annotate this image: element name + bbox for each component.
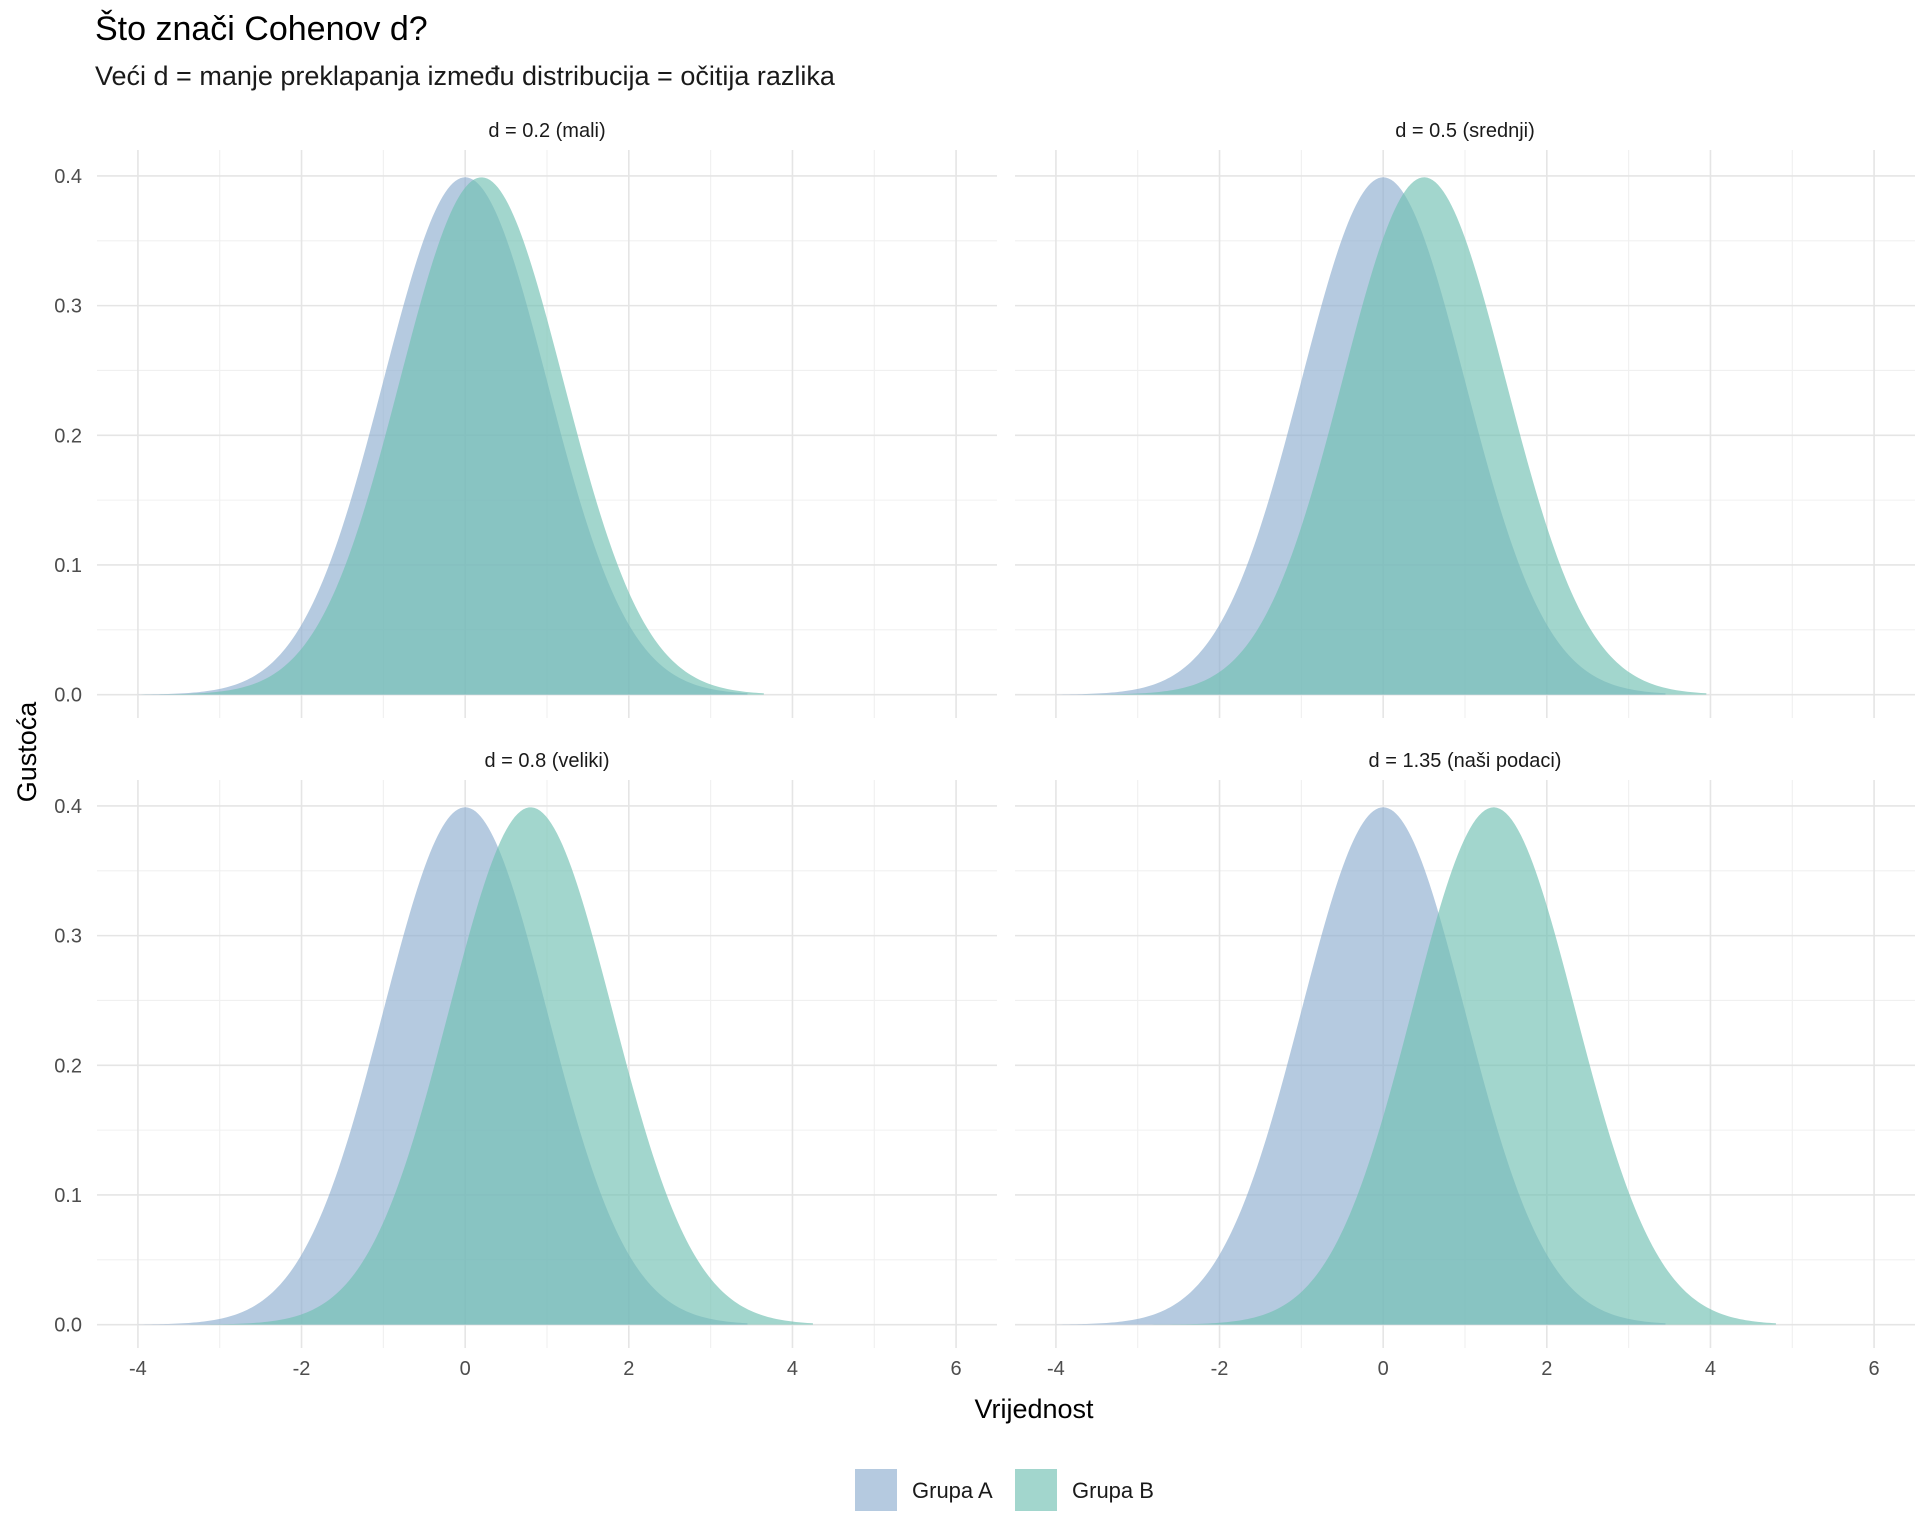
y-tick-label: 0.1 xyxy=(54,1185,82,1207)
y-tick-label: 0.0 xyxy=(54,1315,82,1337)
density-area-grupa-b xyxy=(137,177,764,695)
legend-item: Grupa B xyxy=(1015,1469,1154,1511)
y-tick-label: 0.4 xyxy=(54,166,82,188)
facet-strip-label: d = 1.35 (naši podaci) xyxy=(1369,750,1562,772)
chart-title: Što znači Cohenov d? xyxy=(95,10,428,48)
x-tick-label: 2 xyxy=(1541,1358,1552,1380)
facet-panel: d = 0.5 (srednji) xyxy=(1015,120,1915,718)
facet-panel: d = 0.8 (veliki) 0.0 0.1 0.2 0.3 0.4 -4 -2 0 2 4 6 xyxy=(54,750,997,1380)
facet-strip-label: d = 0.5 (srednji) xyxy=(1395,120,1535,142)
x-tick-label: 4 xyxy=(1705,1358,1716,1380)
y-tick-label: 0.1 xyxy=(54,555,82,577)
facet-panels: d = 0.2 (mali) 0.0 0.1 0.2 0.3 0.4 d = 0.5 (sr… xyxy=(54,120,1915,1380)
y-tick-label: 0.3 xyxy=(54,296,82,318)
x-tick-label: -4 xyxy=(129,1358,147,1380)
legend-key-swatch xyxy=(1015,1469,1057,1511)
legend-key-swatch xyxy=(855,1469,897,1511)
y-tick-label: 0.3 xyxy=(54,926,82,948)
y-tick-label: 0.0 xyxy=(54,685,82,707)
legend: Grupa A Grupa B xyxy=(855,1469,1154,1511)
x-tick-label: 4 xyxy=(787,1358,798,1380)
x-tick-label: 6 xyxy=(1869,1358,1880,1380)
x-tick-label: -4 xyxy=(1047,1358,1065,1380)
x-tick-label: -2 xyxy=(1211,1358,1229,1380)
legend-label: Grupa B xyxy=(1072,1478,1154,1503)
y-tick-label: 0.2 xyxy=(54,425,82,447)
x-tick-label: 0 xyxy=(460,1358,471,1380)
x-tick-label: -2 xyxy=(293,1358,311,1380)
density-area-grupa-b xyxy=(1055,177,1707,695)
x-axis-title: Vrijednost xyxy=(974,1394,1094,1424)
x-tick-label: 6 xyxy=(951,1358,962,1380)
density-area-grupa-b xyxy=(1055,807,1776,1325)
legend-item: Grupa A xyxy=(855,1469,993,1511)
y-tick-label: 0.2 xyxy=(54,1055,82,1077)
density-area-grupa-b xyxy=(137,807,813,1325)
chart-subtitle: Veći d = manje preklapanja između distri… xyxy=(95,61,836,91)
facet-panel: d = 1.35 (naši podaci) -4 -2 0 2 4 6 xyxy=(1015,750,1915,1380)
legend-label: Grupa A xyxy=(912,1478,993,1503)
facet-panel: d = 0.2 (mali) 0.0 0.1 0.2 0.3 0.4 xyxy=(54,120,997,718)
facet-strip-label: d = 0.8 (veliki) xyxy=(484,750,609,772)
facet-strip-label: d = 0.2 (mali) xyxy=(488,120,605,142)
y-axis-title: Gustoća xyxy=(12,701,42,803)
x-tick-label: 2 xyxy=(623,1358,634,1380)
y-tick-label: 0.4 xyxy=(54,796,82,818)
x-tick-label: 0 xyxy=(1378,1358,1389,1380)
